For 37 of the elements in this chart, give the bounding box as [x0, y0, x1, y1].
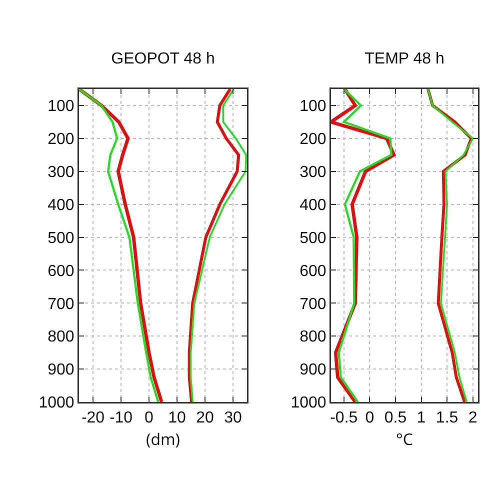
x-tick-label: 0	[144, 410, 154, 427]
x-tick-label: 1.5	[436, 410, 458, 427]
x-tick-label: 0.5	[384, 410, 407, 427]
y-tick-label: 800	[48, 328, 74, 346]
x-tick-label: 20	[196, 410, 214, 427]
x-tick-label: -10	[109, 410, 133, 427]
y-tick-label: 600	[48, 262, 74, 280]
x-tick-label: 1	[416, 410, 426, 427]
y-tick-label: 1000	[38, 394, 74, 412]
y-tick-label: 900	[48, 362, 74, 379]
line-series	[338, 89, 392, 402]
y-tick-label: 500	[300, 230, 326, 247]
y-tick-label: 200	[48, 131, 74, 148]
chart-title: GEOPOT 48 h	[111, 50, 215, 68]
y-tick-label: 1000	[290, 394, 326, 412]
y-tick-label: 500	[48, 230, 74, 247]
y-tick-label: 300	[300, 164, 326, 181]
x-tick-label: -20	[81, 410, 105, 427]
x-tick-label: 2	[468, 410, 478, 427]
x-tick-label: 30	[224, 410, 242, 427]
y-tick-label: 300	[48, 164, 74, 181]
y-tick-label: 700	[300, 296, 326, 313]
chart-title: TEMP 48 h	[364, 50, 444, 68]
x-tick-label: 10	[168, 410, 186, 427]
y-tick-label: 700	[48, 296, 74, 313]
x-axis-title: (dm)	[146, 428, 180, 450]
y-tick-label: 100	[48, 98, 74, 116]
y-tick-label: 800	[300, 328, 326, 346]
y-tick-label: 600	[300, 262, 326, 280]
y-tick-label: 100	[300, 98, 326, 116]
y-tick-label: 900	[300, 362, 326, 379]
y-tick-label: 400	[300, 196, 326, 214]
y-tick-label: 400	[48, 196, 74, 214]
x-axis-title: °C	[396, 428, 413, 450]
x-tick-label: -0.5	[330, 410, 358, 427]
x-tick-label: 0	[365, 410, 374, 427]
y-tick-label: 200	[300, 131, 326, 148]
